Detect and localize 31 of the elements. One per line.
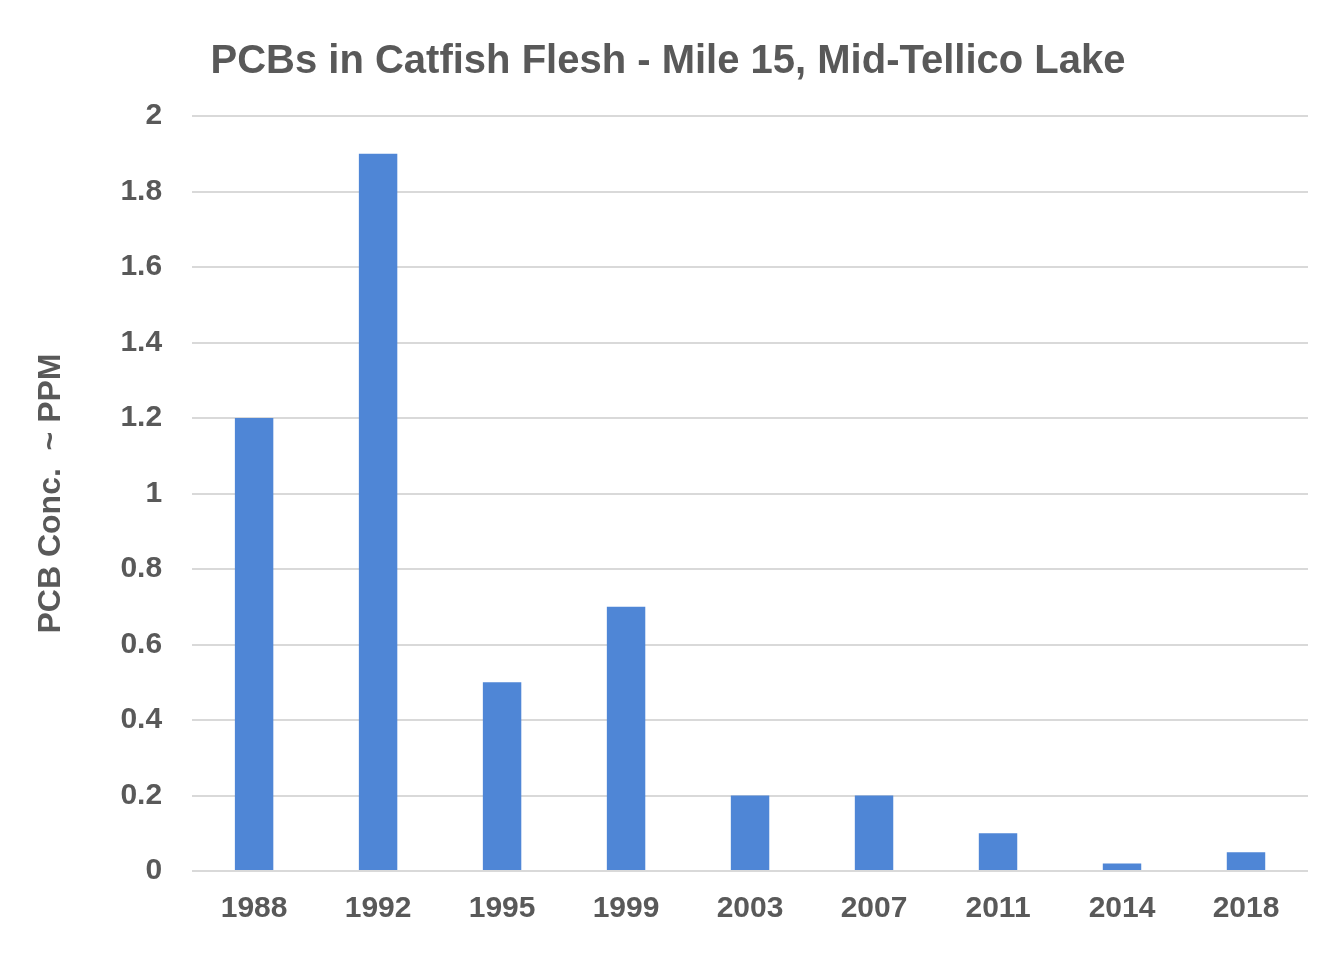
- bar: [1226, 852, 1266, 870]
- x-tick-label: 1999: [592, 890, 660, 924]
- y-tick-label: 2: [145, 97, 163, 131]
- bar: [482, 682, 522, 870]
- x-tick-label: 2018: [1212, 890, 1280, 924]
- bar: [1102, 863, 1142, 870]
- chart-title: PCBs in Catfish Flesh - Mile 15, Mid-Tellico Lake: [210, 37, 1126, 82]
- bar: [358, 153, 398, 870]
- y-tick-label: 1.2: [120, 399, 163, 433]
- bar: [854, 795, 894, 870]
- x-tick-label: 1995: [468, 890, 536, 924]
- x-tick-label: 2011: [965, 890, 1031, 924]
- y-tick-label: 1.8: [120, 172, 163, 206]
- x-tick-label: 1988: [220, 890, 288, 924]
- bar: [730, 795, 770, 870]
- bar: [606, 606, 646, 870]
- y-tick-label: 0.2: [120, 776, 163, 810]
- x-tick-label: 2014: [1088, 890, 1156, 924]
- y-tick-label: 0.4: [120, 701, 163, 735]
- y-axis-title: PCB Conc. ~ PPM: [31, 353, 68, 634]
- x-tick-label: 2007: [840, 890, 908, 924]
- x-tick-label: 2003: [716, 890, 784, 924]
- y-tick-label: 1.4: [120, 323, 163, 357]
- y-tick-label: 1: [145, 474, 163, 508]
- y-tick-label: 0: [145, 852, 163, 886]
- y-tick-label: 1.6: [120, 248, 163, 282]
- y-tick-label: 0.6: [120, 625, 163, 659]
- x-tick-label: 1992: [344, 890, 412, 924]
- y-tick-label: 0.8: [120, 550, 163, 584]
- bar: [234, 418, 274, 870]
- bar: [978, 833, 1018, 870]
